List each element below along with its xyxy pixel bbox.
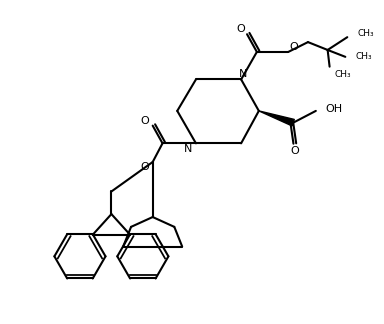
Text: O: O	[237, 24, 245, 34]
Text: O: O	[141, 116, 149, 126]
Text: OH: OH	[326, 104, 343, 114]
Text: O: O	[291, 146, 300, 156]
Text: CH₃: CH₃	[355, 52, 372, 61]
Text: CH₃: CH₃	[334, 70, 351, 79]
Text: O: O	[141, 162, 149, 172]
Text: N: N	[239, 69, 247, 78]
Text: CH₃: CH₃	[357, 29, 374, 38]
Text: O: O	[290, 42, 299, 52]
Text: N: N	[184, 144, 192, 154]
Polygon shape	[259, 111, 295, 126]
